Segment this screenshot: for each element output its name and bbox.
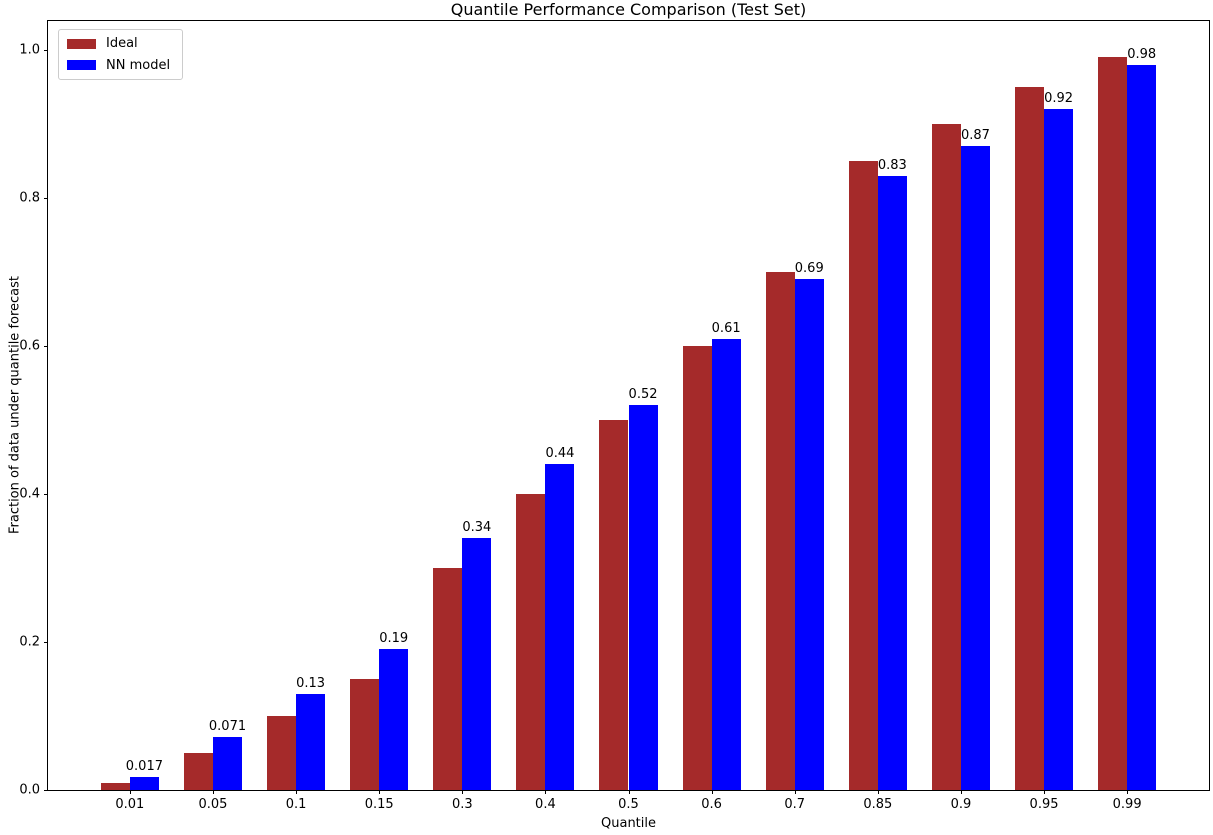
- bar-nn-model: [711, 338, 741, 790]
- x-tick-label: 0.3: [451, 797, 473, 812]
- x-tick-label: 0.7: [784, 797, 806, 812]
- bar-nn-model: [212, 737, 243, 790]
- bar-nn-model: [960, 146, 990, 790]
- x-tick-label: 0.1: [285, 797, 307, 812]
- x-tick: [1044, 790, 1046, 794]
- bar-ideal: [682, 345, 712, 790]
- x-tick: [462, 790, 464, 794]
- bar-value-label: 0.52: [628, 387, 658, 403]
- x-tick-label: 0.5: [618, 797, 639, 812]
- x-tick: [545, 790, 547, 794]
- bar-ideal: [433, 567, 463, 790]
- y-tick: [44, 49, 48, 51]
- y-tick-label: 0.4: [19, 486, 40, 502]
- x-tick: [960, 790, 962, 794]
- x-tick-label: 0.9: [950, 797, 972, 812]
- bar-ideal: [1098, 57, 1128, 790]
- bar-value-label: 0.34: [462, 520, 492, 536]
- bar-nn-model: [379, 649, 409, 790]
- y-tick: [44, 493, 48, 495]
- bar-nn-model: [129, 777, 159, 790]
- bar-ideal: [516, 493, 546, 790]
- legend-item-ideal: Ideal: [67, 36, 170, 52]
- x-tick: [711, 790, 713, 794]
- x-tick: [379, 790, 381, 794]
- x-tick: [129, 790, 131, 794]
- legend-label-nn-model: NN model: [106, 57, 171, 73]
- bar-ideal: [266, 716, 297, 790]
- x-tick: [628, 790, 630, 794]
- y-tick-label: 0.6: [19, 338, 40, 354]
- x-tick: [296, 790, 298, 794]
- x-tick-label: 0.15: [364, 797, 394, 812]
- bar-ideal: [599, 419, 629, 790]
- x-tick: [877, 790, 879, 794]
- bar-ideal: [100, 782, 130, 790]
- bar-nn-model: [462, 538, 492, 790]
- y-tick-label: 0.0: [19, 782, 40, 798]
- bar-nn-model: [1127, 64, 1157, 790]
- bar-value-label: 0.61: [711, 320, 741, 336]
- x-axis-label: Quantile: [601, 816, 656, 831]
- bar-value-label: 0.13: [296, 675, 326, 691]
- y-tick: [44, 345, 48, 347]
- bar-value-label: 0.19: [379, 631, 409, 647]
- plot-area: Ideal NN model 0.017 0.01 0.071 0.05 0.13 0.1…: [19, 20, 1210, 812]
- bar-nn-model: [877, 175, 907, 790]
- bar-ideal: [765, 271, 795, 790]
- bar-nn-model: [1044, 109, 1074, 790]
- bar-value-label: 0.87: [960, 128, 990, 144]
- bar-value-label: 0.071: [208, 719, 247, 735]
- x-tick: [212, 790, 214, 794]
- bar-ideal: [931, 123, 961, 790]
- x-tick: [794, 790, 796, 794]
- y-tick: [44, 197, 48, 199]
- bar-nn-model: [628, 405, 658, 790]
- bar-value-label: 0.69: [794, 261, 824, 277]
- x-tick-label: 0.95: [1029, 797, 1059, 812]
- x-tick-label: 0.6: [701, 797, 722, 812]
- x-tick: [1127, 790, 1129, 794]
- legend-swatch-nn-model: [67, 60, 96, 71]
- bar-value-label: 0.017: [125, 759, 163, 775]
- x-tick-label: 0.01: [115, 797, 145, 812]
- y-tick: [44, 790, 48, 791]
- x-tick-label: 0.05: [198, 797, 228, 812]
- x-tick-label: 0.85: [863, 797, 893, 812]
- y-tick-label: 1.0: [19, 42, 40, 58]
- chart-title: Quantile Performance Comparison (Test Se…: [450, 0, 807, 19]
- y-tick-label: 0.2: [19, 634, 40, 650]
- legend-label-ideal: Ideal: [106, 36, 138, 51]
- y-tick: [44, 641, 48, 643]
- bar-value-label: 0.98: [1127, 46, 1157, 62]
- y-tick-label: 0.8: [19, 190, 40, 206]
- bar-ideal: [183, 753, 213, 790]
- bar-nn-model: [296, 693, 326, 790]
- bar-ideal: [350, 678, 380, 790]
- bar-value-label: 0.83: [877, 157, 907, 173]
- bar-ideal: [848, 160, 878, 790]
- x-tick-label: 0.4: [535, 797, 556, 812]
- bar-value-label: 0.44: [545, 446, 575, 462]
- legend-item-nn-model: NN model: [67, 58, 170, 74]
- bar-nn-model: [545, 464, 575, 790]
- legend: Ideal NN model: [58, 29, 184, 81]
- legend-swatch-ideal: [67, 38, 96, 49]
- bar-ideal: [1014, 86, 1045, 790]
- bar-nn-model: [794, 279, 824, 790]
- x-tick-label: 0.99: [1112, 797, 1142, 812]
- bar-value-label: 0.92: [1044, 91, 1074, 107]
